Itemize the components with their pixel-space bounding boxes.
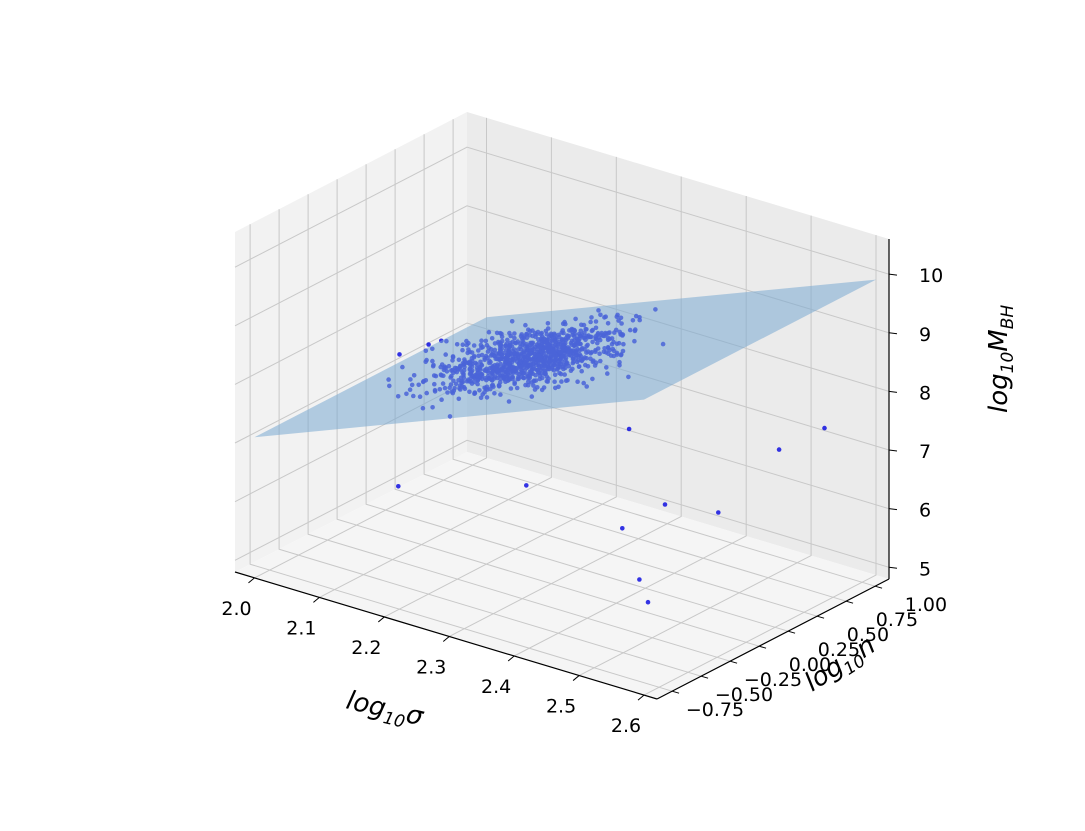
x-tick-label: 2.6 bbox=[611, 715, 641, 737]
grid-line-x bbox=[448, 176, 682, 637]
data-point bbox=[637, 577, 642, 582]
x-tick-label: 2.4 bbox=[481, 676, 511, 698]
fit-plane-surface bbox=[254, 279, 876, 438]
data-point bbox=[662, 502, 668, 507]
data-point bbox=[645, 599, 651, 605]
grid-line-x bbox=[643, 235, 877, 696]
grid-line-z bbox=[234, 146, 890, 275]
grid-line-x bbox=[578, 215, 812, 677]
grid-line-z bbox=[234, 322, 890, 451]
z-tick-label: 5 bbox=[919, 558, 931, 580]
y-tick-mark bbox=[816, 615, 825, 619]
z-tick-label: 9 bbox=[919, 324, 931, 346]
axis-grid bbox=[234, 117, 890, 696]
x-tick-mark bbox=[378, 616, 385, 623]
grid-line-y bbox=[423, 134, 847, 602]
z-tick-label: 7 bbox=[919, 441, 931, 463]
y-tick-mark bbox=[845, 600, 854, 604]
y-tick-mark bbox=[700, 675, 709, 679]
y-tick-label: −0.25 bbox=[744, 669, 802, 691]
pane-left bbox=[235, 112, 467, 572]
grid-line-x bbox=[319, 137, 552, 598]
data-point bbox=[822, 425, 827, 431]
data-point bbox=[716, 510, 721, 515]
x-tick-mark bbox=[572, 675, 580, 681]
grid-line-y bbox=[307, 194, 731, 662]
y-tick-mark bbox=[874, 585, 883, 589]
grid-line-z bbox=[234, 263, 890, 392]
data-point bbox=[776, 447, 782, 452]
y-tick-label: −0.75 bbox=[686, 699, 744, 721]
x-tick-mark bbox=[313, 597, 320, 603]
z-tick-mark bbox=[888, 273, 898, 276]
axis-lines bbox=[234, 239, 898, 701]
data-point bbox=[626, 426, 632, 432]
x-tick-label: 2.0 bbox=[221, 598, 251, 620]
x-axis-line bbox=[234, 571, 658, 700]
grid-line-y bbox=[278, 209, 702, 677]
data-point bbox=[620, 526, 625, 531]
y-tick-mark bbox=[787, 630, 796, 634]
y-tick-mark bbox=[758, 645, 767, 649]
x-tick-mark bbox=[442, 636, 450, 642]
x-tick-mark bbox=[507, 655, 515, 662]
y-tick-label: 0.75 bbox=[876, 609, 918, 631]
data-point bbox=[426, 342, 431, 347]
grid-line-y bbox=[452, 119, 876, 587]
x-tick-mark bbox=[248, 577, 255, 584]
x-tick-label: 2.1 bbox=[286, 617, 316, 639]
tick-labels: 2.0 2.1 2.2 2.3 2.4 2.5 2.6 −0.75−0.50−0.250.00… bbox=[221, 265, 947, 737]
fit-plane bbox=[254, 279, 876, 438]
grid-line-z bbox=[234, 439, 890, 568]
data-point bbox=[397, 352, 402, 357]
y-axis-line bbox=[656, 578, 890, 700]
grid-line-x bbox=[384, 156, 617, 618]
z-tick-label: 10 bbox=[919, 265, 943, 287]
z-tick-mark bbox=[888, 390, 898, 393]
grid-line-x bbox=[254, 117, 487, 579]
z-tick-label: 6 bbox=[919, 500, 931, 522]
y-tick-label: −0.50 bbox=[715, 684, 773, 706]
x-tick-label: 2.5 bbox=[546, 696, 576, 718]
y-tick-label: 0.00 bbox=[789, 654, 831, 676]
z-tick-mark bbox=[888, 449, 898, 452]
z-tick-mark bbox=[888, 508, 898, 511]
z-tick-mark bbox=[888, 332, 898, 335]
x-tick-mark bbox=[637, 694, 645, 701]
data-point bbox=[524, 483, 529, 488]
x-tick-label: 2.3 bbox=[416, 656, 446, 678]
z-tick-mark bbox=[888, 566, 898, 569]
data-point bbox=[396, 484, 401, 489]
x-axis-label: log10σ bbox=[343, 686, 428, 737]
grid-line-y bbox=[336, 179, 760, 647]
grid-line-y bbox=[365, 164, 789, 632]
y-tick-label: 1.00 bbox=[905, 594, 947, 616]
z-tick-label: 8 bbox=[919, 382, 931, 404]
y-tick-mark bbox=[671, 690, 680, 694]
grid-line-y bbox=[249, 224, 673, 692]
grid-line-z bbox=[234, 205, 890, 334]
z-axis-label: log10MBH bbox=[984, 305, 1018, 413]
y-tick-label: 0.50 bbox=[847, 624, 889, 646]
grid-line-y bbox=[394, 149, 818, 617]
x-tick-label: 2.2 bbox=[351, 637, 381, 659]
y-tick-label: 0.25 bbox=[818, 639, 860, 661]
y-tick-mark bbox=[729, 660, 738, 664]
